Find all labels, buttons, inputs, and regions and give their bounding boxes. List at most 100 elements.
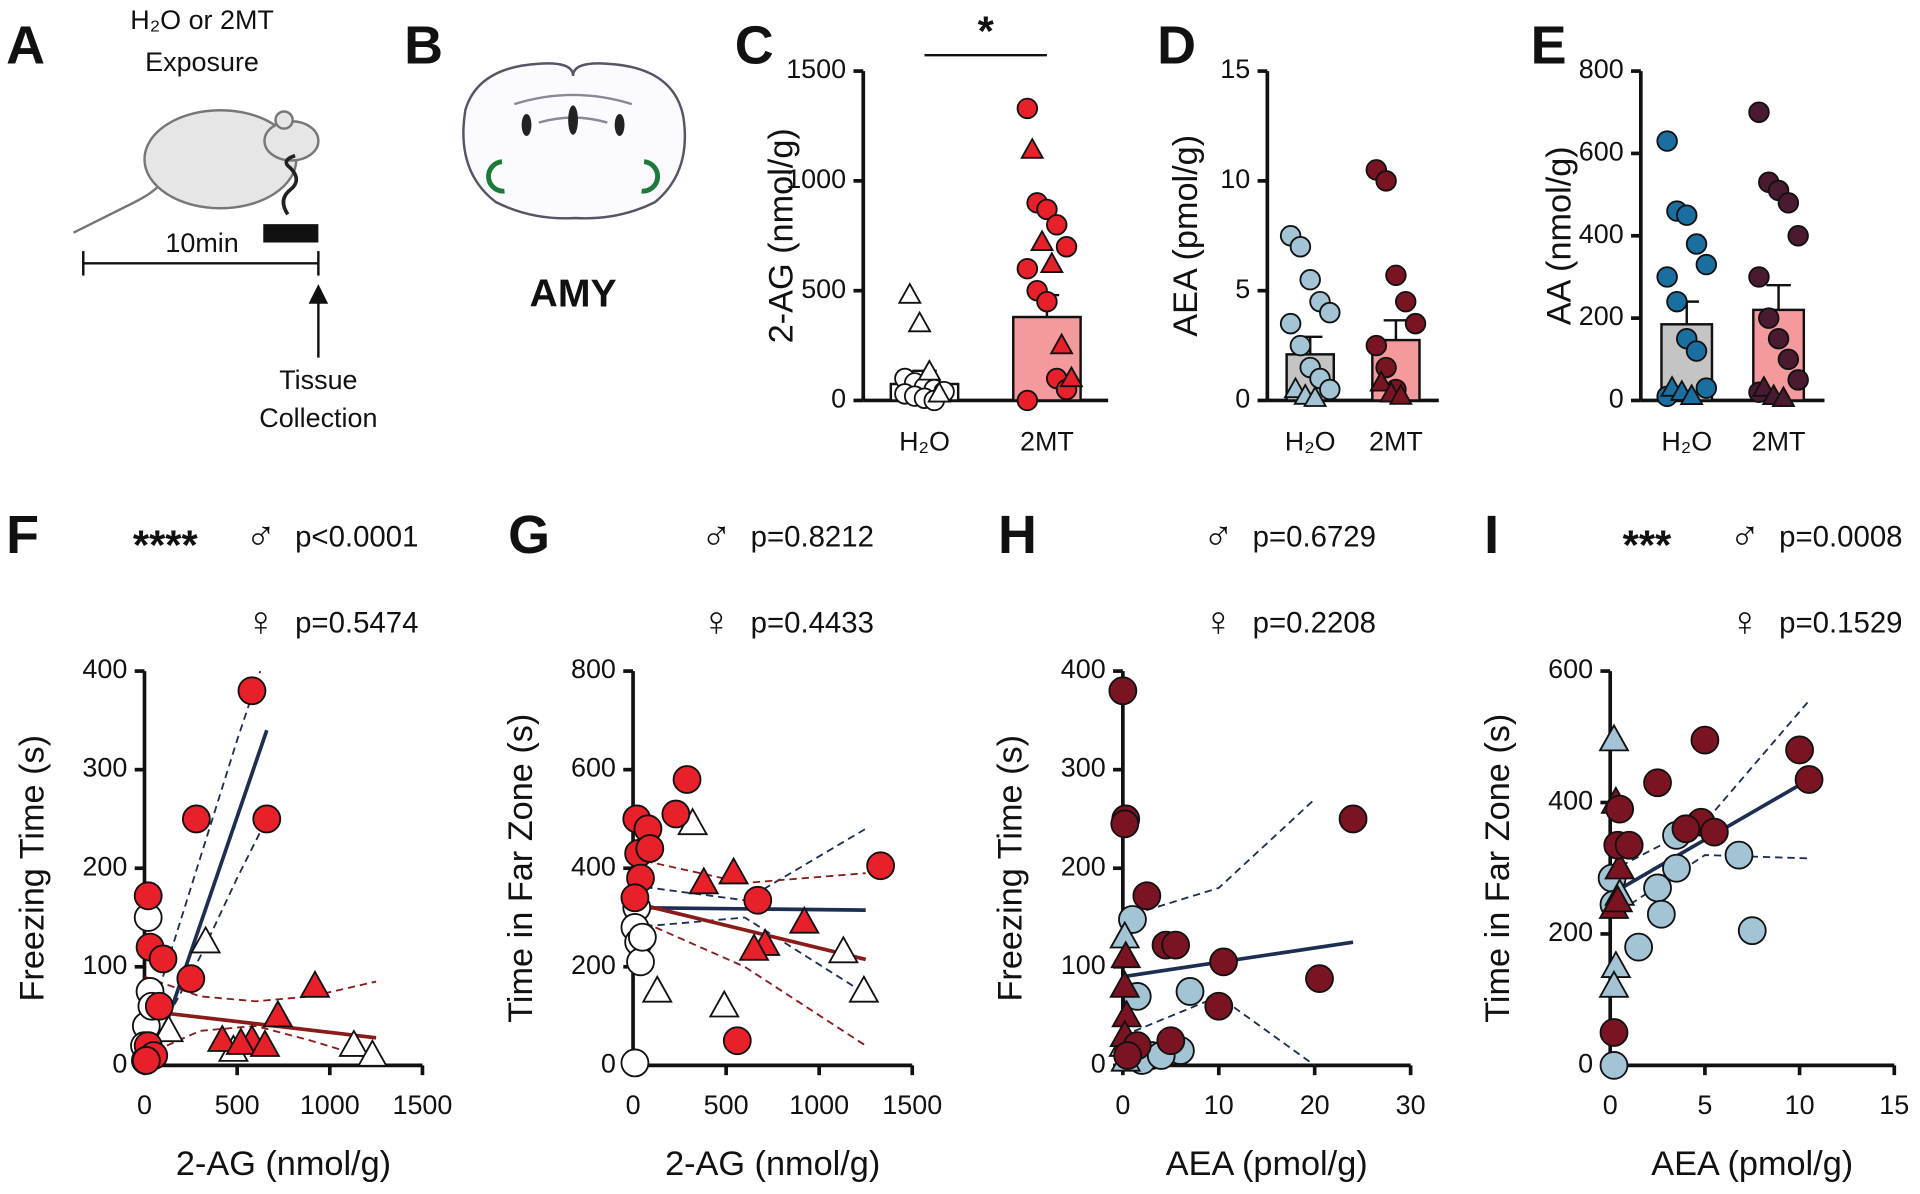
sex-symbol: ♂ xyxy=(1729,512,1760,559)
data-point xyxy=(620,883,650,913)
p-value: p=0.0008 xyxy=(1779,521,1902,554)
data-point xyxy=(1279,312,1302,335)
data-point xyxy=(1771,385,1796,408)
sex-symbol: ♂ xyxy=(701,512,732,559)
data-point xyxy=(1209,947,1238,977)
y-tick-label: 600 xyxy=(1548,654,1593,684)
data-point xyxy=(1020,137,1045,159)
data-point xyxy=(1785,735,1814,765)
panel-letter: F xyxy=(6,505,39,565)
data-point xyxy=(1699,817,1729,847)
panel-letter: H xyxy=(998,505,1037,565)
collection-label: Collection xyxy=(259,403,377,433)
data-point xyxy=(1676,204,1698,226)
confidence-band xyxy=(633,916,867,1047)
panel-letter: C xyxy=(735,15,774,75)
y-tick-label: 800 xyxy=(1579,54,1624,84)
data-point xyxy=(927,380,952,403)
x-tick-label: 20 xyxy=(1300,1090,1330,1120)
data-point xyxy=(1794,765,1824,794)
data-point xyxy=(1156,1026,1186,1056)
data-point xyxy=(1299,268,1321,291)
y-tick-label: 200 xyxy=(1579,301,1624,331)
data-point xyxy=(148,944,178,974)
amygdala-marker xyxy=(641,159,661,194)
data-point xyxy=(1113,1041,1143,1070)
data-point xyxy=(1643,768,1672,798)
data-point xyxy=(917,359,942,381)
panel-letter: D xyxy=(1157,15,1196,75)
y-axis-label: Time in Far Zone (s) xyxy=(502,714,540,1023)
data-point xyxy=(1598,969,1630,998)
data-point xyxy=(237,676,267,706)
data-point xyxy=(1046,214,1068,236)
duration-label: 10min xyxy=(165,228,238,258)
data-point xyxy=(1767,327,1790,350)
y-axis-label: AEA (pmol/g) xyxy=(1167,135,1205,337)
fit-layer xyxy=(144,671,377,1062)
panel-letter: G xyxy=(508,505,550,565)
y-tick-label: 1000 xyxy=(786,164,846,194)
data-point xyxy=(1385,264,1407,287)
y-tick-label: 100 xyxy=(82,950,127,980)
data-point xyxy=(743,885,773,915)
y-tick-label: 400 xyxy=(571,851,616,881)
panel-h: H 0 100 200 300 400 Freezing Time (s) 0 10 20 30 AE… xyxy=(992,505,1426,1183)
data-point xyxy=(1787,225,1809,247)
data-point xyxy=(1777,192,1800,214)
x-tick-label: 2MT xyxy=(1752,426,1806,456)
odor-source xyxy=(263,224,319,243)
data-point xyxy=(144,991,174,1021)
confidence-band xyxy=(633,857,866,884)
data-point xyxy=(225,1027,257,1055)
data-point xyxy=(1055,236,1078,258)
data-point xyxy=(1039,251,1064,273)
x-tick-label: 500 xyxy=(704,1090,749,1120)
data-point xyxy=(1737,916,1767,946)
y-tick-label: 300 xyxy=(82,753,127,783)
data-point xyxy=(626,947,655,977)
ventricle xyxy=(614,113,625,136)
point-layer xyxy=(1108,676,1368,1075)
region-label: AMY xyxy=(530,273,617,316)
y-tick-label: 600 xyxy=(1579,137,1624,167)
x-axis-label: AEA (pmol/g) xyxy=(1166,1145,1368,1183)
data-point xyxy=(252,804,282,834)
data-point xyxy=(356,1038,388,1067)
data-point xyxy=(1758,307,1780,329)
data-point xyxy=(661,799,691,829)
data-point xyxy=(1016,389,1039,412)
data-point xyxy=(1369,369,1394,392)
data-point xyxy=(722,1026,752,1056)
data-point xyxy=(1787,369,1809,391)
data-point xyxy=(1036,198,1058,221)
data-point xyxy=(1303,385,1328,407)
error-bar xyxy=(1766,283,1791,310)
y-tick-label: 5 xyxy=(1235,274,1250,304)
data-point xyxy=(635,834,665,863)
y-tick-label: 200 xyxy=(82,851,127,881)
data-point xyxy=(641,974,673,1003)
y-tick-label: 400 xyxy=(1579,219,1624,249)
data-point xyxy=(1685,340,1708,362)
regression-line xyxy=(1122,940,1354,979)
x-tick-label: 0 xyxy=(1115,1090,1130,1120)
data-point xyxy=(1599,1050,1629,1080)
y-tick-label: 800 xyxy=(571,654,616,684)
data-point xyxy=(1049,332,1074,355)
data-point xyxy=(1624,932,1653,962)
fit-layer xyxy=(633,828,867,1047)
y-tick-label: 0 xyxy=(1578,1048,1593,1078)
y-tick-label: 200 xyxy=(571,950,616,980)
regression-line xyxy=(633,900,867,962)
x-axis-label: AEA (pmol/g) xyxy=(1651,1145,1853,1183)
data-point xyxy=(1289,334,1312,357)
data-point xyxy=(1108,676,1138,706)
data-point xyxy=(1204,991,1234,1021)
ventricle xyxy=(521,113,532,136)
p-value: p=0.6729 xyxy=(1253,521,1376,554)
data-point xyxy=(1671,814,1701,844)
rat-ear xyxy=(274,110,294,130)
sex-symbol: ♀ xyxy=(245,598,276,645)
data-point xyxy=(176,964,206,994)
